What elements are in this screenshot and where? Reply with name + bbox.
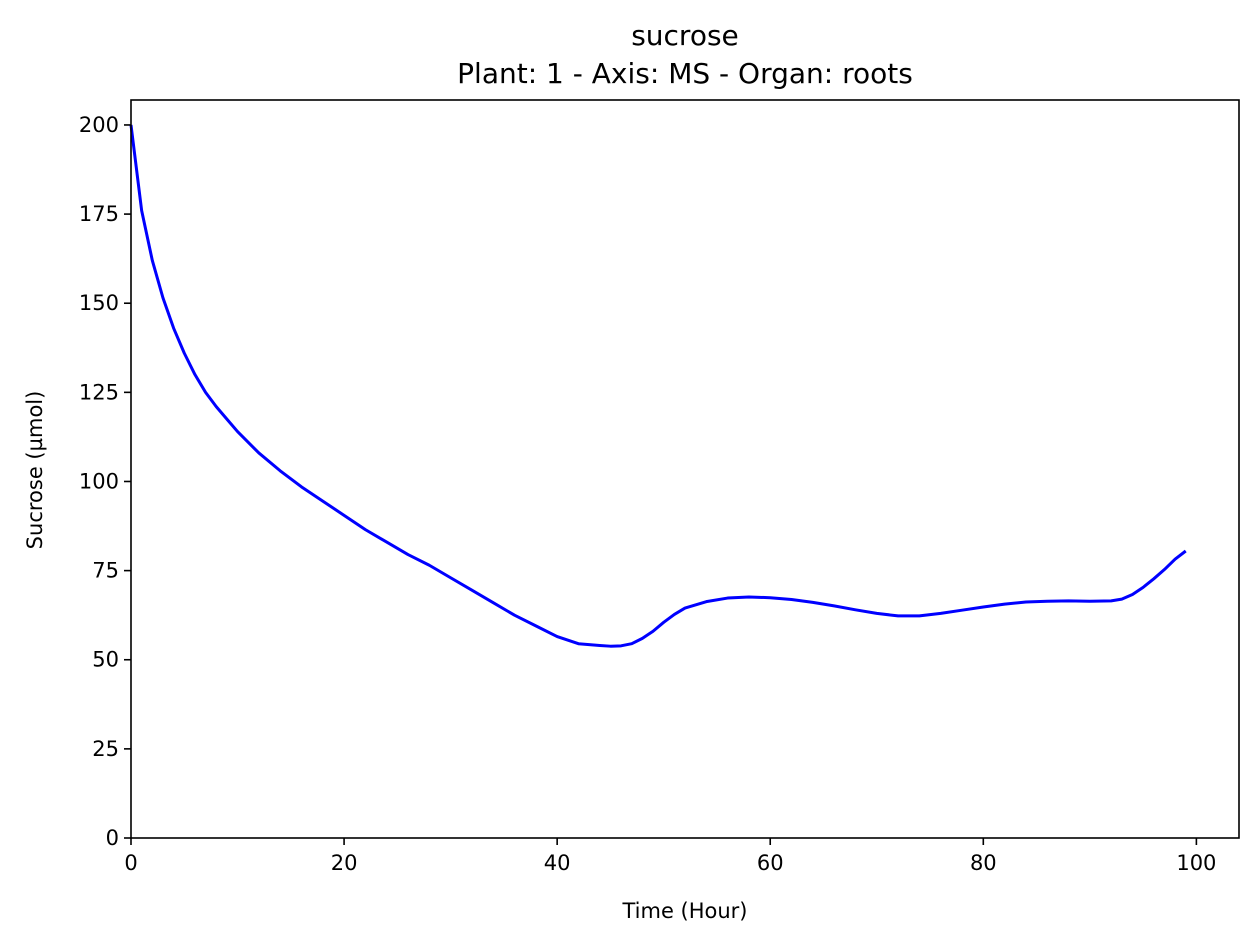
- y-tick-label: 125: [79, 380, 119, 404]
- chart-subtitle: Plant: 1 - Axis: MS - Organ: roots: [457, 57, 913, 90]
- y-tick-label: 25: [92, 737, 119, 761]
- series-line-1: [129, 124, 1187, 648]
- y-tick-label: 75: [92, 559, 119, 583]
- y-tick-label: 150: [79, 291, 119, 315]
- x-tick-label: 40: [544, 851, 571, 875]
- x-tick-label: 80: [970, 851, 997, 875]
- y-axis-label: Sucrose (µmol): [23, 391, 47, 550]
- y-tick-label: 200: [79, 113, 119, 137]
- y-tick-label: 0: [106, 826, 119, 850]
- x-axis-label: Time (Hour): [621, 899, 747, 923]
- chart-title: sucrose: [631, 19, 739, 52]
- y-tick-label: 100: [79, 469, 119, 493]
- plot-frame: [130, 99, 1240, 839]
- x-tick-label: 0: [124, 851, 137, 875]
- x-tick-label: 20: [331, 851, 358, 875]
- plot-area: 0 20 40 60 80 100 0 25 50 75 100 125 150 175 200: [79, 99, 1240, 875]
- x-tick-label: 100: [1176, 851, 1216, 875]
- y-tick-label: 50: [92, 648, 119, 672]
- x-tick-label: 60: [757, 851, 784, 875]
- y-tick-label: 175: [79, 202, 119, 226]
